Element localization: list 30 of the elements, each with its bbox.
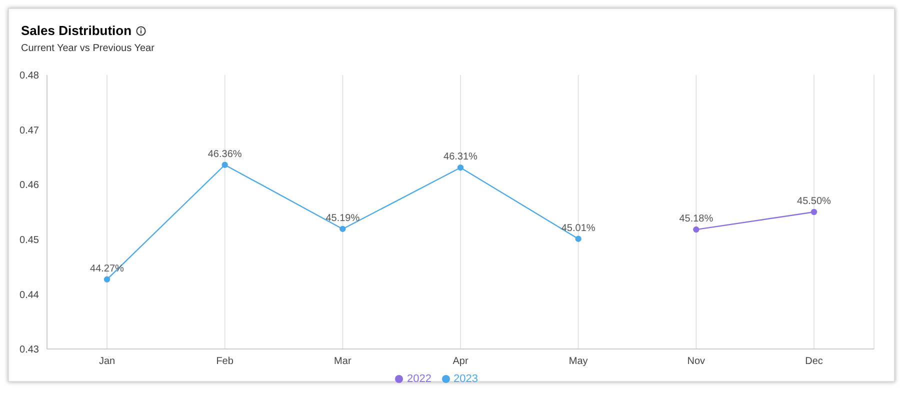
x-tick-label: Jan [98,356,116,368]
data-label: 46.36% [208,148,242,160]
y-tick-label: 0.43 [20,344,40,356]
data-label: 46.31% [444,152,478,163]
x-tick-label: Nov [687,356,706,368]
data-label: 45.01% [561,222,596,234]
x-tick-label: May [568,356,588,368]
x-tick-label: Feb [216,356,234,368]
y-tick-label: 0.48 [20,70,40,82]
y-tick-label: 0.44 [20,290,40,301]
x-tick-label: Dec [805,356,823,368]
data-label: 45.50% [797,196,832,207]
legend-label: 2022 [407,373,432,385]
legend-label: 2023 [454,373,478,385]
data-label: 45.19% [326,212,360,224]
x-tick-label: Apr [452,356,469,368]
point [693,226,700,233]
point [575,236,582,242]
y-tick-label: 0.46 [20,180,40,192]
y-tick-label: 0.47 [20,125,40,136]
point [222,162,228,168]
chart-subtitle: Current Year vs Previous Year [21,43,156,54]
y-tick-label: 0.45 [20,234,40,246]
chart-title: Sales Distribution [21,23,132,38]
x-tick-label: Mar [334,356,352,368]
point [340,226,346,232]
data-label: 45.18% [679,214,714,225]
point [457,164,464,171]
point [810,208,818,216]
point [104,276,110,283]
